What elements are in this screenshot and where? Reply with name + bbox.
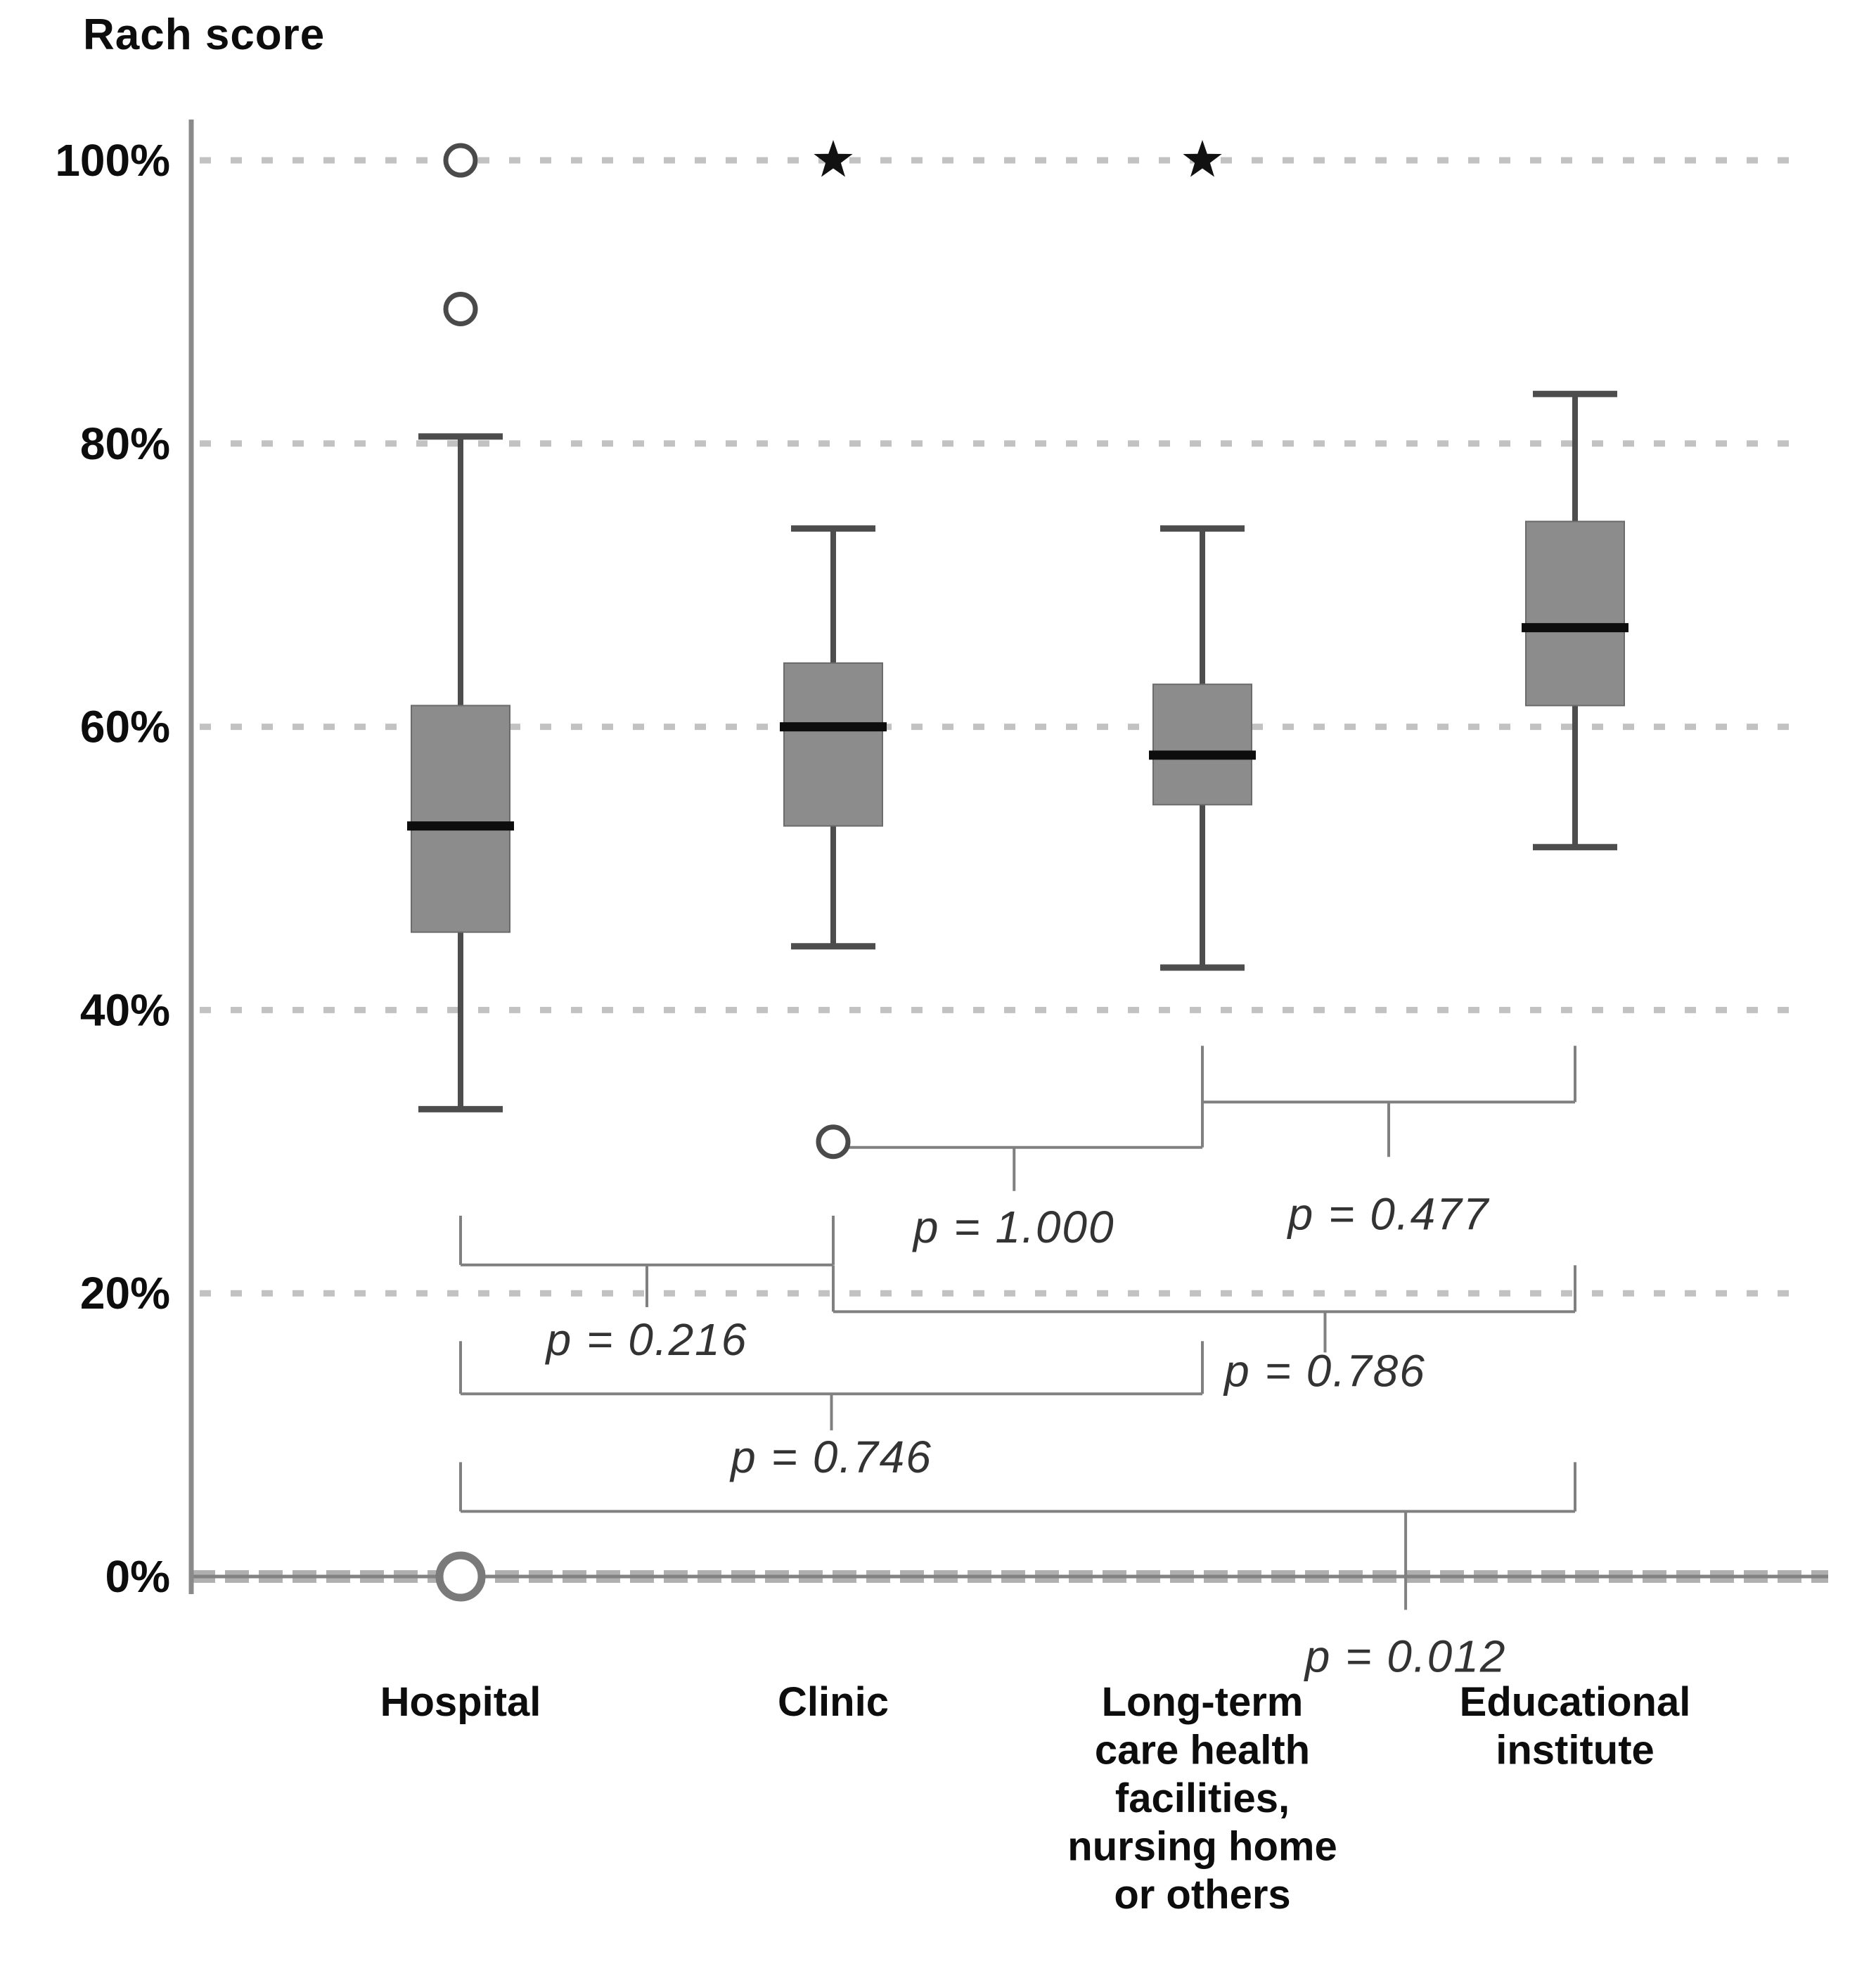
- outlier-circle-hospital: [443, 291, 478, 326]
- category-label-educational: Educational institute: [1460, 1679, 1691, 1773]
- p-value-label: p = 0.786: [1223, 1345, 1426, 1396]
- y-tick-label: 60%: [80, 702, 170, 752]
- category-label-long-term: Long-term care health facilities, nursing h…: [1067, 1679, 1337, 1918]
- outlier-star-long-term: [1183, 140, 1222, 177]
- outlier-circle-hospital: [443, 143, 478, 178]
- box-clinic: [783, 662, 883, 827]
- p-value-label: p = 1.000: [912, 1202, 1115, 1252]
- y-tick-label: 40%: [80, 984, 170, 1035]
- chart-title: Rach score: [83, 11, 326, 59]
- outlier-circle-bold-hospital: [435, 1551, 486, 1602]
- outlier-circle-clinic: [816, 1124, 851, 1160]
- category-label-hospital: Hospital: [380, 1679, 541, 1725]
- y-tick-label: 100%: [55, 135, 170, 186]
- p-value-label: p = 0.746: [729, 1432, 932, 1482]
- box-hospital: [411, 705, 510, 933]
- outlier-star-clinic: [814, 140, 853, 177]
- p-value-label: p = 0.012: [1304, 1631, 1507, 1681]
- box-long-term: [1152, 683, 1252, 806]
- y-tick-label: 20%: [80, 1268, 170, 1318]
- y-tick-label: 0%: [105, 1551, 171, 1602]
- p-value-label: p = 0.216: [545, 1314, 748, 1365]
- p-value-label: p = 0.477: [1287, 1188, 1490, 1239]
- category-label-clinic: Clinic: [778, 1679, 889, 1725]
- box-educational: [1525, 520, 1625, 707]
- y-tick-label: 80%: [80, 418, 170, 469]
